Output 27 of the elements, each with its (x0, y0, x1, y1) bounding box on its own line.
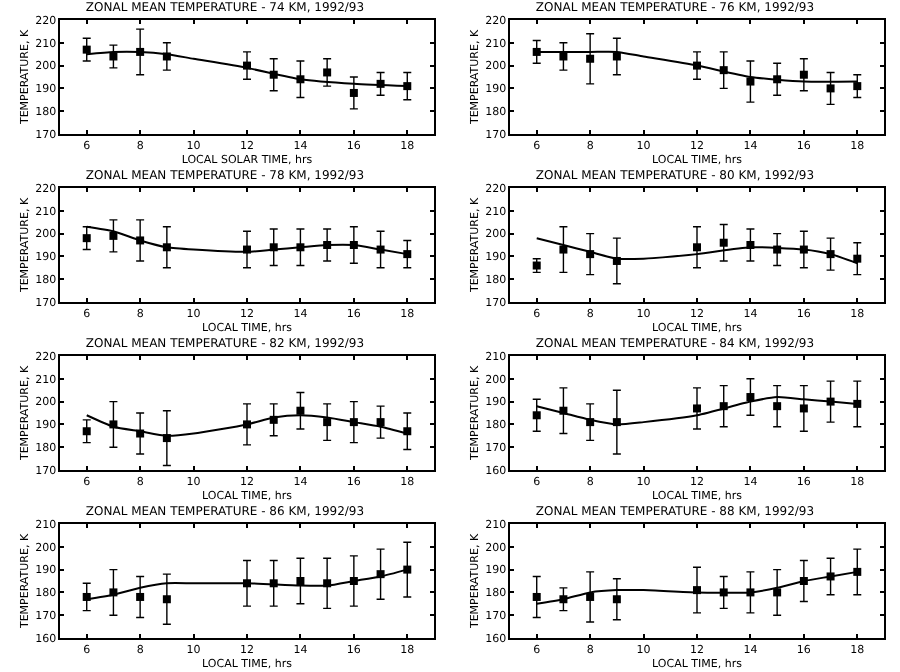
point (799, 404, 808, 413)
point (719, 238, 728, 247)
point (799, 70, 808, 79)
point (349, 88, 358, 97)
point (693, 243, 701, 252)
point (853, 82, 862, 91)
point (82, 45, 91, 54)
point (693, 404, 701, 413)
point (826, 84, 835, 93)
point (136, 592, 145, 601)
point (773, 402, 782, 411)
point (559, 245, 568, 254)
point (612, 595, 621, 604)
point (82, 234, 91, 243)
point (586, 54, 595, 63)
point (746, 77, 755, 86)
point (323, 418, 332, 427)
point (532, 411, 541, 420)
point (82, 427, 91, 436)
point (586, 592, 595, 601)
point (376, 418, 385, 427)
point (296, 577, 305, 585)
point (162, 595, 171, 604)
point (109, 231, 118, 240)
point (532, 592, 541, 601)
point (323, 68, 332, 77)
point (746, 393, 755, 402)
